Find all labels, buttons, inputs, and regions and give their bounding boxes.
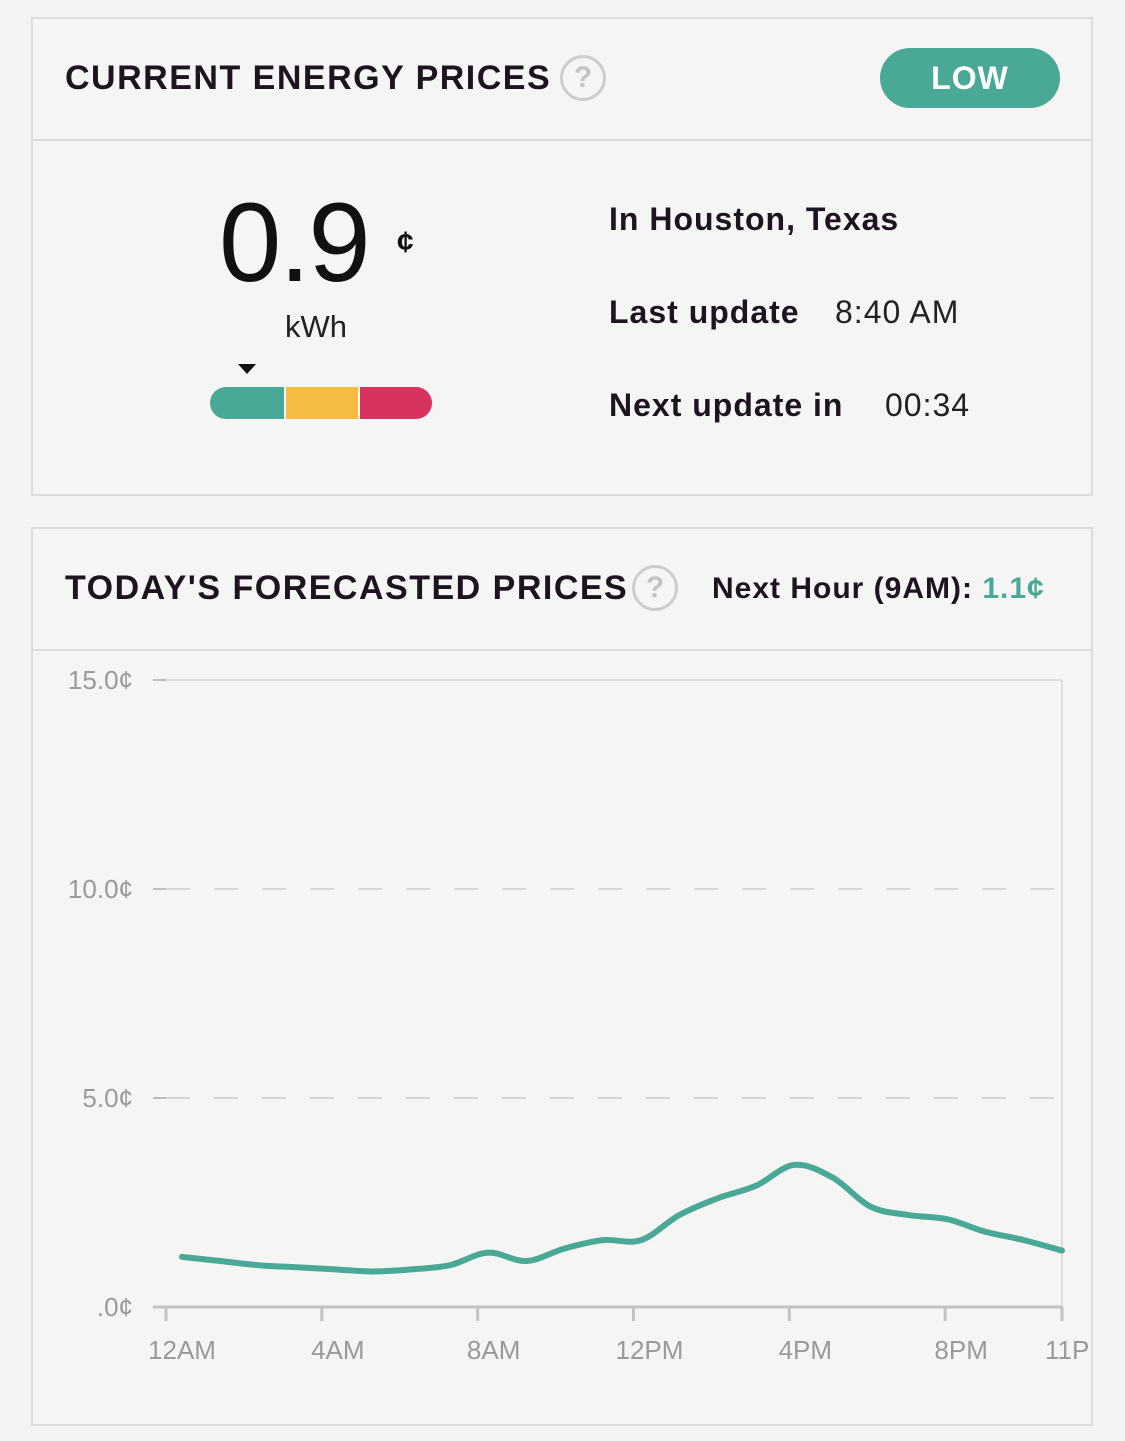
- question-circle-icon[interactable]: ?: [632, 565, 678, 611]
- current-prices-title: CURRENT ENERGY PRICES: [65, 59, 552, 97]
- meter-segment-high: [360, 387, 432, 419]
- y-tick-label: .0¢: [97, 1292, 133, 1322]
- y-tick-label: 15.0¢: [68, 665, 133, 695]
- y-tick-label: 10.0¢: [68, 874, 133, 904]
- question-circle-icon[interactable]: ?: [560, 55, 606, 101]
- x-tick-label: 12AM: [148, 1335, 216, 1365]
- x-tick-label: 8PM: [934, 1335, 987, 1365]
- next-update-row: Next update in 00:34: [609, 387, 969, 424]
- forecast-title: TODAY'S FORECASTED PRICES: [65, 569, 629, 607]
- location-row: In Houston, Texas: [609, 201, 899, 238]
- next-update-value: 00:34: [885, 387, 971, 423]
- location-label: In Houston, Texas: [609, 201, 900, 237]
- next-hour-price: Next Hour (9AM): 1.1¢: [712, 572, 1045, 606]
- forecast-card: TODAY'S FORECASTED PRICES ? Next Hour (9…: [31, 527, 1093, 1426]
- current-prices-header: CURRENT ENERGY PRICES ? LOW: [33, 19, 1091, 141]
- price-cent-symbol: ¢: [397, 226, 414, 259]
- meter-segment-medium: [286, 387, 358, 419]
- x-tick-label: 12PM: [616, 1335, 684, 1365]
- x-tick-label: 8AM: [467, 1335, 520, 1365]
- price-level-meter: [210, 387, 432, 419]
- price-unit-label: kWh: [285, 309, 347, 344]
- last-update-label: Last update: [609, 294, 800, 330]
- meter-segment-low: [210, 387, 284, 419]
- last-update-row: Last update 8:40 AM: [609, 294, 958, 331]
- price-level-badge: LOW: [880, 48, 1060, 108]
- y-tick-label: 5.0¢: [82, 1083, 133, 1113]
- x-tick-label: 11PM: [1045, 1335, 1091, 1365]
- meter-marker-icon: [238, 364, 256, 374]
- current-price-value: 0.9: [219, 180, 371, 305]
- x-tick-label: 4PM: [779, 1335, 832, 1365]
- forecast-line-chart: 15.0¢ 10.0¢ 5.0¢ .0¢ 12AM 4AM 8AM 12PM 4PM 8PM 11P…: [68, 665, 1091, 1365]
- price-series-line: [179, 1161, 1065, 1275]
- next-hour-label: Next Hour (9AM):: [712, 572, 983, 605]
- last-update-value: 8:40 AM: [835, 294, 960, 330]
- next-update-label: Next update in: [609, 387, 844, 423]
- forecast-header: TODAY'S FORECASTED PRICES ? Next Hour (9…: [33, 529, 1091, 651]
- next-hour-value: 1.1¢: [982, 572, 1045, 605]
- current-prices-card: CURRENT ENERGY PRICES ? LOW 0.9 ¢ kWh In…: [31, 17, 1093, 496]
- x-tick-label: 4AM: [311, 1335, 364, 1365]
